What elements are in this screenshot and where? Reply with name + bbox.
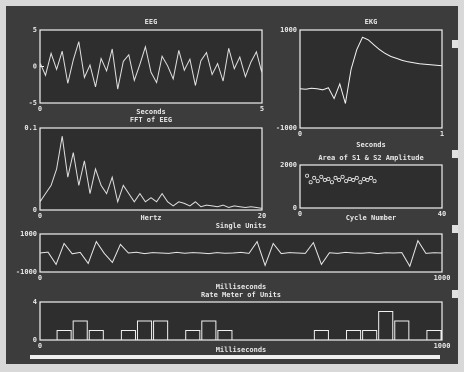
- plot-frame: [40, 30, 262, 103]
- y-tick-label: 2000: [280, 161, 297, 169]
- y-tick-label: -1000: [276, 124, 297, 132]
- plot-frame: [300, 165, 442, 208]
- x-tick-label: 1000: [434, 342, 451, 350]
- plot-frame: [40, 302, 442, 340]
- chart-title: Area of S1 & S2 Amplitude: [318, 154, 423, 162]
- y-tick-label: 5: [33, 26, 37, 34]
- x-tick-label: 0: [298, 210, 302, 218]
- y-tick-label: 0.1: [24, 124, 37, 132]
- x-tick-label: 20: [258, 212, 266, 220]
- y-tick-label: -1000: [16, 268, 37, 276]
- indicator: [452, 150, 458, 158]
- x-tick-label: 1: [440, 130, 444, 138]
- x-axis-label: Seconds: [136, 108, 166, 116]
- x-tick-label: 0: [298, 130, 302, 138]
- chart-title: EEG: [145, 18, 158, 26]
- chart-title: FFT of EEG: [130, 116, 172, 124]
- y-tick-label: 4: [33, 298, 37, 306]
- chart-title: Rate Meter of Units: [201, 291, 281, 299]
- y-tick-label: 1000: [280, 26, 297, 34]
- y-tick-label: 0: [33, 206, 37, 214]
- x-tick-label: 0: [38, 342, 42, 350]
- x-tick-label: 40: [438, 210, 446, 218]
- x-tick-label: 0: [38, 212, 42, 220]
- x-tick-label: 5: [260, 105, 264, 113]
- indicator: [452, 225, 458, 233]
- indicator: [452, 290, 458, 298]
- x-tick-label: 0: [38, 274, 42, 282]
- x-axis-label: Cycle Number: [346, 214, 397, 222]
- x-axis-label: Milliseconds: [216, 283, 267, 291]
- y-tick-label: 0: [33, 336, 37, 344]
- screen: EEGSeconds-50505FFT of EEGHertz00.1020EK…: [0, 0, 464, 372]
- y-tick-label: 0: [33, 63, 37, 71]
- y-tick-label: 1000: [20, 230, 37, 238]
- x-axis-label: Seconds: [356, 141, 386, 149]
- y-tick-label: -5: [29, 99, 37, 107]
- chart-title: EKG: [365, 18, 378, 26]
- x-tick-label: 1000: [434, 274, 451, 282]
- plot-frame: [300, 30, 442, 128]
- y-tick-label: 0: [293, 204, 297, 212]
- x-axis-label: Hertz: [140, 214, 161, 222]
- status-bar: [30, 355, 440, 359]
- indicator: [452, 40, 458, 48]
- x-tick-label: 0: [38, 105, 42, 113]
- chart-title: Single Units: [216, 222, 267, 230]
- x-axis-label: Milliseconds: [216, 346, 267, 354]
